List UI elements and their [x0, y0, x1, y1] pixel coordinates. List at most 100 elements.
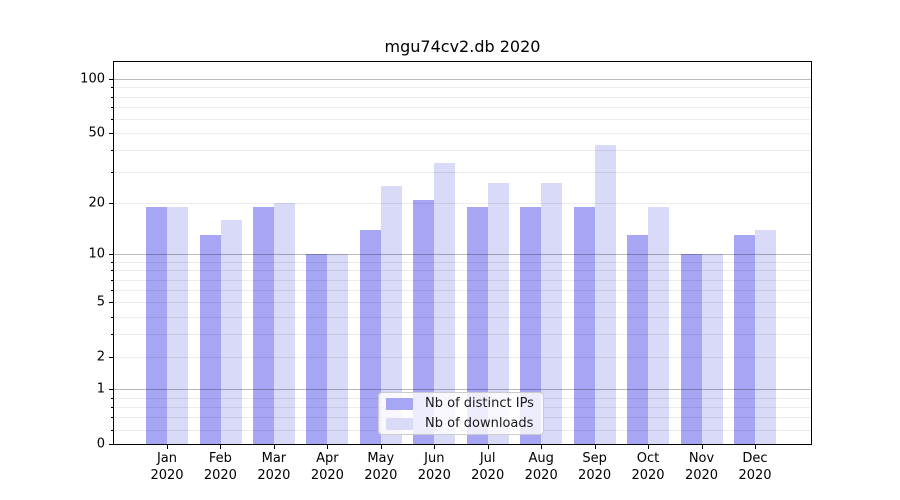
bar-nb-of-distinct-ips-may	[359, 229, 381, 444]
gridline-minor	[113, 96, 811, 98]
gridline-minor	[113, 133, 811, 135]
x-tick-month: Aug	[528, 451, 554, 466]
x-tick-year: 2020	[417, 468, 451, 483]
plot-area	[113, 61, 811, 444]
chart-title: mgu74cv2.db 2020	[384, 37, 541, 56]
gridline-minor	[113, 316, 811, 318]
bar-nb-of-downloads-aug	[541, 183, 563, 444]
gridline-minor	[113, 261, 811, 263]
x-tick-label-sep: Sep 2020	[565, 450, 625, 484]
x-tick-mark	[594, 445, 596, 449]
x-tick-label-jan: Jan 2020	[137, 450, 197, 484]
y-minor-tick-mark	[111, 334, 113, 336]
x-tick-year: 2020	[203, 468, 237, 483]
gridline-major	[113, 79, 811, 80]
legend-entry-downloads: Nb of downloads	[386, 414, 543, 434]
x-tick-month: Jul	[479, 451, 496, 466]
gridline-major	[113, 254, 811, 256]
x-tick-label-aug: Aug 2020	[511, 450, 571, 484]
bar-nb-of-distinct-ips-apr	[306, 254, 328, 444]
y-tick-mark	[109, 389, 113, 391]
y-minor-tick-mark	[111, 417, 113, 419]
bar-nb-of-distinct-ips-aug	[520, 207, 542, 444]
y-minor-tick-mark	[111, 279, 113, 281]
y-minor-tick-mark	[111, 96, 113, 98]
x-tick-month: Jan	[156, 451, 178, 466]
x-tick-label-dec: Dec 2020	[725, 450, 785, 484]
y-tick-mark	[109, 302, 113, 304]
y-tick-label: 100	[80, 71, 105, 87]
y-minor-tick-mark	[111, 150, 113, 152]
bar-nb-of-downloads-dec	[755, 229, 776, 444]
y-minor-tick-mark	[111, 261, 113, 263]
y-minor-tick-mark	[111, 397, 113, 399]
x-tick-label-apr: Apr 2020	[297, 450, 357, 484]
x-tick-year: 2020	[150, 468, 184, 483]
bar-nb-of-distinct-ips-dec	[734, 235, 755, 444]
bar-nb-of-distinct-ips-oct	[627, 235, 648, 444]
gridline-minor	[113, 270, 811, 272]
x-tick-mark	[380, 445, 382, 449]
y-minor-tick-mark	[111, 316, 113, 318]
x-tick-label-mar: Mar 2020	[244, 450, 304, 484]
x-tick-month: Mar	[261, 451, 287, 466]
gridline-minor	[113, 357, 811, 359]
x-tick-month: Nov	[688, 451, 715, 466]
y-tick-mark	[109, 203, 113, 205]
x-tick-year: 2020	[364, 468, 398, 483]
bar-nb-of-downloads-jun	[434, 162, 456, 444]
x-tick-mark	[167, 445, 168, 449]
x-tick-label-may: May 2020	[351, 450, 411, 484]
y-minor-tick-mark	[111, 118, 113, 120]
x-tick-mark	[541, 445, 543, 449]
y-minor-tick-mark	[111, 406, 113, 408]
x-tick-label-oct: Oct 2020	[618, 450, 678, 484]
x-tick-mark	[327, 445, 329, 449]
y-tick-label: 2	[96, 349, 105, 365]
bar-nb-of-distinct-ips-jun	[413, 199, 435, 444]
x-tick-year: 2020	[738, 468, 772, 483]
x-tick-month: Oct	[636, 451, 660, 466]
x-tick-month: Sep	[582, 451, 607, 466]
y-minor-tick-mark	[111, 87, 113, 89]
bar-nb-of-distinct-ips-mar	[252, 207, 274, 444]
legend-entry-distinct-ips: Nb of distinct IPs	[386, 394, 543, 414]
legend-label-downloads: Nb of downloads	[425, 416, 534, 431]
bar-nb-of-downloads-jan	[167, 207, 188, 444]
x-tick-month: Dec	[742, 451, 768, 466]
x-tick-month: Jun	[424, 451, 445, 466]
bar-nb-of-downloads-mar	[273, 203, 295, 444]
x-tick-label-nov: Nov 2020	[672, 450, 732, 484]
gridline-minor	[113, 150, 811, 152]
y-minor-tick-mark	[111, 290, 113, 292]
x-tick-label-jun: Jun 2020	[404, 450, 464, 484]
bar-nb-of-distinct-ips-jan	[146, 207, 167, 444]
x-tick-year: 2020	[471, 468, 505, 483]
x-tick-month: May	[367, 451, 395, 466]
gridline-minor	[113, 302, 811, 304]
bar-nb-of-downloads-sep	[594, 144, 616, 444]
bar-nb-of-downloads-nov	[701, 254, 723, 444]
y-tick-label: 50	[88, 125, 105, 141]
legend-label-distinct-ips: Nb of distinct IPs	[425, 396, 534, 411]
y-tick-label: 0	[96, 436, 105, 452]
x-tick-mark	[487, 445, 489, 449]
y-minor-tick-mark	[111, 429, 113, 431]
x-tick-year: 2020	[578, 468, 612, 483]
x-tick-label-feb: Feb 2020	[190, 450, 250, 484]
y-minor-tick-mark	[111, 106, 113, 108]
gridline-minor	[113, 172, 811, 174]
x-tick-year: 2020	[524, 468, 558, 483]
legend-swatch-distinct-ips	[386, 397, 413, 410]
x-tick-mark	[701, 445, 703, 449]
y-tick-mark	[109, 254, 113, 256]
legend-swatch-downloads	[386, 417, 413, 430]
y-tick-mark	[109, 79, 113, 80]
gridline-minor	[113, 334, 811, 336]
x-tick-year: 2020	[631, 468, 665, 483]
x-tick-year: 2020	[257, 468, 291, 483]
gridline-minor	[113, 87, 811, 89]
gridline-minor	[113, 203, 811, 205]
y-tick-label: 5	[96, 294, 105, 310]
